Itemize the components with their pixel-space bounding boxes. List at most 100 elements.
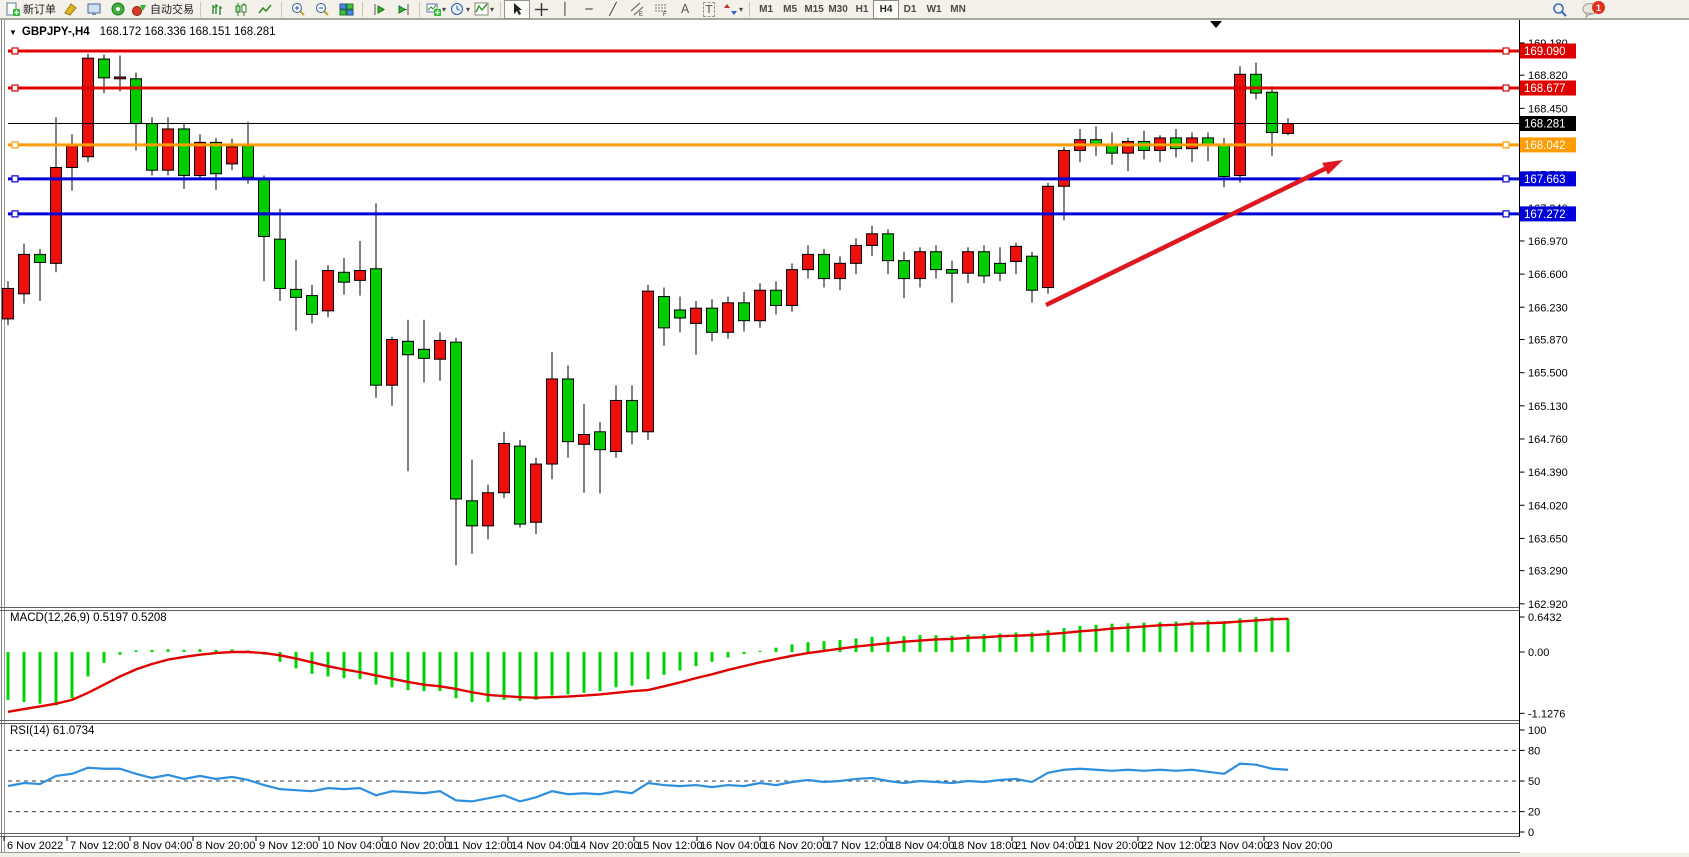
collapse-triangle-icon[interactable]: ▼ bbox=[9, 27, 17, 37]
line-chart-button[interactable] bbox=[253, 1, 277, 18]
price-tag-168.281: 168.281 bbox=[1520, 115, 1576, 131]
time-tick-label: 16 Nov 20:00 bbox=[763, 840, 828, 852]
zoom-out-icon bbox=[315, 2, 329, 16]
bear-candle bbox=[370, 268, 382, 386]
bull-candle bbox=[1010, 245, 1022, 263]
level-line-168.677[interactable] bbox=[8, 84, 1520, 92]
bear-candle bbox=[674, 309, 686, 319]
equidistant-channel-tool[interactable]: E bbox=[625, 1, 649, 18]
chart-shift-marker[interactable] bbox=[1210, 21, 1222, 28]
bear-candle bbox=[210, 141, 222, 175]
auto-scroll-icon bbox=[374, 3, 385, 15]
time-axis[interactable]: 6 Nov 2022 7 Nov 12:00 8 Nov 04:00 8 Nov 20… bbox=[3, 836, 1332, 853]
bear-candle bbox=[242, 145, 254, 178]
bear-candle bbox=[338, 271, 350, 283]
bull-candle bbox=[610, 399, 622, 453]
toolbar-separator bbox=[362, 1, 363, 17]
candlestick-chart-button[interactable] bbox=[229, 1, 253, 18]
text-tool[interactable]: A bbox=[673, 1, 697, 18]
bar-chart-icon bbox=[211, 3, 222, 15]
tab-timeframe-m30[interactable]: M30 bbox=[828, 3, 848, 15]
tab-timeframe-m1[interactable]: M1 bbox=[759, 3, 774, 15]
new-order-button[interactable]: 新订单 bbox=[3, 1, 58, 18]
svg-text:E: E bbox=[639, 12, 643, 17]
bull-candle bbox=[802, 253, 814, 271]
styler-button[interactable] bbox=[58, 1, 82, 18]
bull-candle bbox=[194, 141, 206, 177]
tab-timeframe-m5[interactable]: M5 bbox=[783, 3, 798, 15]
zoom-out-button[interactable] bbox=[310, 1, 334, 18]
bull-candle bbox=[1282, 123, 1294, 134]
auto-scroll-button[interactable] bbox=[367, 1, 391, 18]
line-handle bbox=[11, 141, 19, 149]
auto-trading-button[interactable]: 自动交易 bbox=[130, 1, 196, 18]
bull-candle bbox=[498, 442, 510, 494]
bear-candle bbox=[1026, 255, 1038, 291]
vertical-line-tool[interactable]: │ bbox=[553, 1, 577, 18]
level-line-167.663[interactable] bbox=[8, 175, 1520, 183]
level-line-167.272[interactable] bbox=[8, 210, 1520, 218]
bull-candle bbox=[2, 287, 14, 320]
time-tick-label: 17 Nov 12:00 bbox=[826, 840, 891, 852]
macd-indicator-label: MACD(12,26,9) 0.5197 0.5208 bbox=[10, 612, 167, 624]
trend-arrow-annotation[interactable] bbox=[1045, 160, 1343, 308]
rsi-axis-label: 50 bbox=[1528, 776, 1540, 788]
signals-button[interactable] bbox=[106, 1, 130, 18]
tab-timeframe-m15[interactable]: M15 bbox=[804, 3, 824, 15]
notifications-button[interactable]: 1 bbox=[1572, 1, 1610, 18]
tab-timeframe-h4[interactable]: H4 bbox=[873, 0, 900, 19]
bear-candle bbox=[98, 58, 110, 79]
bear-candle bbox=[402, 340, 414, 356]
time-tick-label: 18 Nov 18:00 bbox=[952, 840, 1017, 852]
bear-candle bbox=[1250, 73, 1262, 94]
rsi-axis-label: 20 bbox=[1528, 807, 1540, 819]
notification-badge: 1 bbox=[1592, 1, 1605, 14]
time-tick-label: 22 Nov 12:00 bbox=[1141, 840, 1206, 852]
chart-shift-button[interactable] bbox=[391, 1, 415, 18]
tab-timeframe-h1[interactable]: H1 bbox=[855, 3, 869, 15]
zoom-in-button[interactable] bbox=[286, 1, 310, 18]
svg-text:168.281: 168.281 bbox=[1524, 118, 1566, 130]
time-tick-label: 8 Nov 04:00 bbox=[133, 840, 192, 852]
svg-text:167.663: 167.663 bbox=[1524, 174, 1566, 186]
horizontal-line-tool[interactable]: ─ bbox=[577, 1, 601, 18]
tab-timeframe-d1[interactable]: D1 bbox=[903, 3, 917, 15]
cursor-icon bbox=[513, 2, 522, 15]
time-tick-label: 21 Nov 04:00 bbox=[1015, 840, 1080, 852]
text-label-tool[interactable]: T bbox=[697, 1, 721, 18]
market-watch-button[interactable] bbox=[82, 1, 106, 18]
crosshair-icon bbox=[534, 2, 548, 16]
line-handle bbox=[11, 84, 19, 92]
svg-text:F: F bbox=[663, 12, 667, 17]
bull-candle bbox=[1122, 140, 1134, 154]
tab-timeframe-mn[interactable]: MN bbox=[950, 3, 966, 15]
profiles-button[interactable]: ▾ bbox=[448, 1, 472, 18]
line-handle bbox=[1502, 210, 1510, 218]
level-line-168.042[interactable] bbox=[8, 141, 1520, 149]
time-tick-label: 9 Nov 12:00 bbox=[259, 840, 318, 852]
trendline-icon: ╱ bbox=[609, 2, 617, 16]
new-chart-icon bbox=[426, 3, 441, 16]
search-button[interactable] bbox=[1548, 1, 1572, 18]
autotrade-icon bbox=[132, 4, 146, 16]
bear-candle bbox=[130, 78, 142, 125]
price-tick-label: 166.230 bbox=[1528, 302, 1568, 314]
trendline-tool[interactable]: ╱ bbox=[601, 1, 625, 18]
arrows-tool[interactable]: ▾ bbox=[721, 1, 745, 18]
bull-candle bbox=[546, 378, 558, 465]
level-line-169.090[interactable] bbox=[8, 47, 1520, 55]
bear-candle bbox=[418, 348, 430, 359]
time-tick-label: 23 Nov 04:00 bbox=[1204, 840, 1269, 852]
bear-candle bbox=[594, 431, 606, 451]
crosshair-tool-button[interactable] bbox=[529, 1, 553, 18]
fibonacci-tool[interactable]: F bbox=[649, 1, 673, 18]
bar-chart-button[interactable] bbox=[205, 1, 229, 18]
cursor-tool-button[interactable] bbox=[504, 0, 531, 19]
indicators-button[interactable]: ▾ bbox=[472, 1, 496, 18]
price-axis[interactable]: 169.180168.820168.450168.080167.710167.3… bbox=[1519, 20, 1689, 853]
tab-timeframe-w1[interactable]: W1 bbox=[926, 3, 942, 15]
new-chart-button[interactable]: ▾ bbox=[424, 1, 448, 18]
monitor-icon bbox=[87, 3, 100, 15]
tile-windows-button[interactable] bbox=[334, 1, 358, 18]
